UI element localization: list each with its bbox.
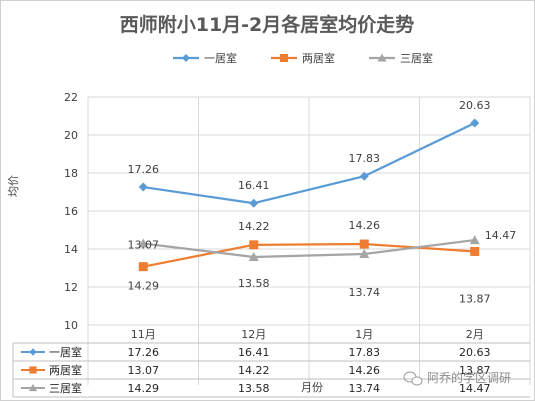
wechat-icon (403, 371, 423, 386)
data-label: 14.26 (349, 219, 381, 232)
table-cell: 14.22 (238, 364, 270, 377)
point-triangle (377, 53, 387, 62)
legend-label: 一居室 (204, 51, 237, 65)
point-triangle (469, 235, 480, 245)
x-axis-title: 月份 (301, 381, 323, 394)
data-labels: 17.26 16.41 17.83 20.63 13.07 14.22 14.26 13.87… (128, 99, 517, 305)
series-3 (138, 235, 480, 261)
legend-item-1: 一居室 (173, 51, 237, 65)
point-diamond (138, 182, 148, 192)
y-tick-label: 16 (64, 205, 78, 218)
series-1 (138, 118, 480, 208)
table-cell: 17.83 (349, 346, 381, 359)
series-line (143, 122, 476, 205)
point-diamond (29, 348, 37, 356)
data-label: 14.47 (485, 229, 517, 242)
series-line (143, 238, 475, 259)
table-series-name: 两居室 (49, 363, 82, 377)
table-cell: 20.63 (459, 346, 491, 359)
point-square (280, 54, 288, 62)
y-tick-label: 12 (64, 281, 78, 294)
data-label: 13.58 (238, 277, 270, 290)
data-label: 13.74 (349, 286, 381, 299)
point-diamond (249, 198, 259, 208)
legend-label: 三居室 (400, 51, 433, 65)
chart-title: 西师附小11月-2月各居室均价走势 (120, 13, 415, 36)
table-cell: 16.41 (238, 346, 270, 359)
data-label: 14.29 (128, 279, 160, 292)
gridlines (87, 96, 531, 385)
y-axis-title: 均价 (7, 175, 20, 197)
point-triangle (28, 383, 38, 392)
table-series-name: 一居室 (49, 345, 82, 359)
table-cell: 13.07 (128, 364, 160, 377)
table-cell: 14.29 (128, 382, 160, 395)
y-tick-label: 20 (64, 129, 78, 142)
legend: 一居室 两居室 三居室 (173, 51, 433, 65)
data-label: 13.87 (459, 292, 491, 305)
y-tick-label: 14 (64, 243, 78, 256)
table-cell: 13.58 (238, 382, 270, 395)
legend-label: 两居室 (302, 51, 335, 65)
table-cell: 13.87 (459, 364, 491, 377)
watermark: 阿乔的学区调研 (403, 370, 511, 386)
y-tick-label: 10 (64, 319, 78, 332)
legend-item-2: 两居室 (271, 51, 335, 65)
table-series-name: 三居室 (49, 381, 82, 395)
x-tick-label: 11月 (131, 328, 156, 341)
data-label: 14.22 (238, 220, 270, 233)
legend-item-3: 三居室 (369, 51, 433, 65)
y-tick-label: 18 (64, 167, 78, 180)
table-cell: 14.26 (349, 364, 381, 377)
data-label: 13.07 (128, 239, 160, 252)
data-label: 16.41 (238, 179, 270, 192)
data-label: 17.26 (128, 163, 160, 176)
data-label: 20.63 (459, 99, 491, 112)
table-cell: 14.47 (459, 382, 491, 395)
point-triangle (359, 248, 370, 258)
point-triangle (248, 251, 259, 261)
watermark-text: 阿乔的学区调研 (427, 370, 511, 385)
table-cell: 13.74 (349, 382, 381, 395)
point-diamond (470, 118, 480, 128)
point-square (138, 262, 148, 272)
point-square (29, 366, 37, 374)
x-tick-label: 12月 (241, 328, 266, 341)
point-square (359, 239, 369, 249)
x-tick-label: 2月 (466, 328, 484, 341)
point-square (470, 246, 480, 256)
x-tick-label: 1月 (355, 328, 373, 341)
plot-area (138, 118, 480, 272)
point-square (249, 240, 259, 250)
y-axis: 10 12 14 16 18 20 22 (64, 91, 78, 332)
table-cell: 17.26 (128, 346, 160, 359)
data-label: 17.83 (349, 152, 381, 165)
point-diamond (182, 54, 190, 62)
point-diamond (359, 171, 369, 181)
point-triangle (138, 238, 149, 248)
y-tick-label: 22 (64, 91, 78, 104)
